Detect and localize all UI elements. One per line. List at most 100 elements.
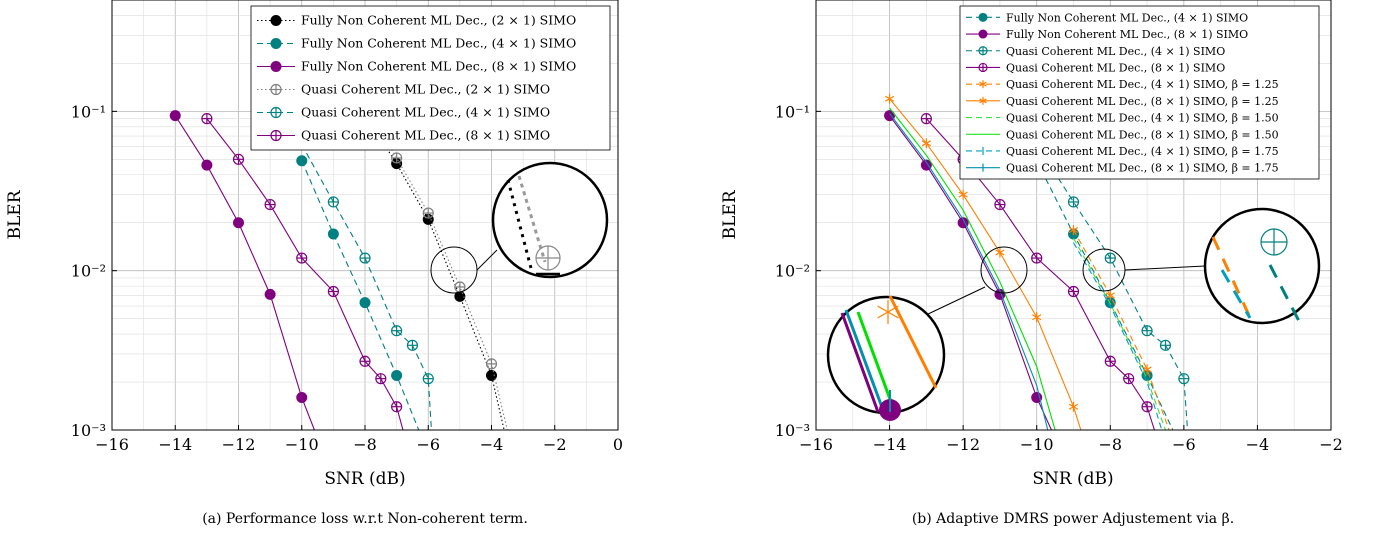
chart-b-zoom-series-line xyxy=(840,312,880,413)
chart-b-series-3-point xyxy=(1067,285,1080,298)
chart-a-series-5-point xyxy=(391,401,403,413)
chart-a-ytick-label: 10⁻¹ xyxy=(71,102,106,121)
chart-b-series-5-point xyxy=(1068,401,1079,412)
chart-a-series-4-point xyxy=(422,373,434,385)
chart-b-zoom-series-line xyxy=(1211,236,1255,325)
chart-b-legend-marker xyxy=(979,80,987,89)
chart-a-series-3-point xyxy=(485,358,498,370)
chart-a-legend-label: Fully Non Coherent ML Dec., (8 × 1) SIMO xyxy=(301,59,576,74)
chart-b-zoom-series-line xyxy=(888,295,938,389)
chart-b-zoom-right-lens xyxy=(1203,207,1321,325)
chart-b-series-3-point xyxy=(920,113,932,125)
chart-b-xtick-label: −14 xyxy=(873,435,907,454)
chart-b-series-9-line xyxy=(889,113,1049,430)
chart-a-xtick-label: −2 xyxy=(543,435,567,454)
chart-a-legend-label: Quasi Coherent ML Dec., (2 × 1) SIMO xyxy=(301,82,550,97)
chart-b-series-3-point xyxy=(1123,373,1135,385)
chart-b-zoom-right xyxy=(1082,207,1321,325)
chart-a-series-5-point xyxy=(359,355,371,367)
chart-a-zoom-lens xyxy=(491,161,609,279)
chart-b-series-6-line xyxy=(1073,237,1166,430)
chart-b-axes-frame xyxy=(815,0,1332,431)
chart-a-ticks: −16 −14 −12 −10 −8 −6 −4 −2 0 10⁻¹ 10⁻² 10⁻³ xyxy=(71,102,623,454)
chart-a-series-0-line xyxy=(364,114,505,430)
chart-a-legend-label: Fully Non Coherent ML Dec., (2 × 1) SIMO xyxy=(301,13,576,28)
chart-b-series-2-line xyxy=(1036,144,1189,430)
chart-a-ytick-label: 10⁻³ xyxy=(71,421,106,440)
chart-a-xtick-label: −12 xyxy=(222,435,256,454)
chart-b-legend-label: Quasi Coherent ML Dec., (4 × 1) SIMO, β … xyxy=(1006,78,1279,91)
chart-b-legend-label: Quasi Coherent ML Dec., (8 × 1) SIMO, β … xyxy=(1006,95,1279,108)
chart-b-series-3-point xyxy=(1141,401,1153,413)
chart-b-series-1-line xyxy=(889,115,1052,430)
chart-a-zoom-connector xyxy=(476,249,498,271)
chart-a-legend: Fully Non Coherent ML Dec., (2 × 1) SIMO… xyxy=(250,5,611,151)
chart-a-legend-marker xyxy=(270,83,282,96)
chart-a-series-4-point xyxy=(391,325,403,337)
chart-b: −16 −14 −12 −10 −8 −6 −4 −2 10⁻¹ 10⁻² 10⁻³ SNR (dB… xyxy=(720,0,1343,527)
chart-b-legend-marker xyxy=(978,62,988,73)
chart-a-zoom xyxy=(430,161,609,294)
chart-b-legend: Fully Non Coherent ML Dec., (4 × 1) SIMO… xyxy=(959,5,1320,180)
chart-a-legend-label: Quasi Coherent ML Dec., (4 × 1) SIMO xyxy=(301,105,550,120)
chart-b-ytick-label: 10⁻³ xyxy=(775,421,810,440)
chart-a-series-5-point xyxy=(264,198,276,211)
chart-b-series-5-point xyxy=(884,93,895,104)
chart-b-series-2-point xyxy=(1159,339,1172,351)
chart-b-series-5-point xyxy=(958,189,968,200)
chart-b-series-3-point xyxy=(1104,355,1116,367)
chart-b-zoom-right-connector xyxy=(1124,265,1206,271)
chart-b-legend-label: Quasi Coherent ML Dec., (8 × 1) SIMO xyxy=(1006,61,1225,74)
chart-a-xtick-label: −16 xyxy=(95,435,129,454)
chart-b-series-3-point xyxy=(994,198,1006,211)
chart-a-series-2-point xyxy=(233,217,244,229)
chart-a-series-0-point xyxy=(486,369,497,381)
chart-b-xtick-label: −4 xyxy=(1246,435,1270,454)
chart-a-series-2-line xyxy=(174,115,315,430)
chart-b-series-2-point xyxy=(1067,196,1080,208)
chart-a-series-5-point xyxy=(201,113,213,125)
chart-b-legend-marker xyxy=(978,29,988,39)
chart-b-series-4-point xyxy=(1105,290,1115,301)
chart-a-xtick-label: −10 xyxy=(285,435,319,454)
chart-a-series-2-point xyxy=(201,159,213,171)
chart-b-series-2-point xyxy=(1104,252,1116,264)
chart-b-legend-marker xyxy=(978,12,988,22)
chart-a-series-1-point xyxy=(391,369,403,381)
chart-b-xtick-label: −2 xyxy=(1319,435,1343,454)
chart-b-xtick-label: −16 xyxy=(799,435,833,454)
chart-b-legend-marker xyxy=(979,96,987,105)
chart-a-xlabel: SNR (dB) xyxy=(324,469,405,489)
chart-a-legend-box xyxy=(250,5,611,151)
chart-a-caption: (a) Performance loss w.r.t Non-coherent … xyxy=(202,511,528,527)
chart-b-zoom-left xyxy=(826,246,1028,421)
chart-a-legend-marker xyxy=(270,61,282,72)
chart-b-ytick-label: 10⁻² xyxy=(775,262,810,281)
chart-b-zoom-marker xyxy=(1260,228,1288,256)
chart-a-series-3-point xyxy=(391,152,403,164)
chart-a-series-3-point xyxy=(422,207,434,219)
chart-b-zoom-series-line xyxy=(844,309,885,411)
chart-b-ticks: −16 −14 −12 −10 −8 −6 −4 −2 10⁻¹ 10⁻² 10⁻³ xyxy=(775,102,1343,454)
chart-b-legend-label: Quasi Coherent ML Dec., (4 × 1) SIMO, β … xyxy=(1006,145,1279,158)
chart-b-series-8-line xyxy=(1073,242,1163,430)
chart-a-series-1-point xyxy=(296,155,308,167)
chart-b-zoom-insets xyxy=(826,207,1321,421)
chart-a-series-5-point xyxy=(296,252,308,264)
chart-b-zoom-series-line xyxy=(1220,269,1252,319)
chart-b-legend-label: Quasi Coherent ML Dec., (8 × 1) SIMO, β … xyxy=(1006,162,1279,175)
chart-a-legend-label: Fully Non Coherent ML Dec., (4 × 1) SIMO xyxy=(301,36,576,51)
chart-a-xtick-label: −14 xyxy=(158,435,192,454)
chart-a-xtick-label: −8 xyxy=(353,435,377,454)
chart-a-zoom-series-line xyxy=(517,175,547,263)
chart-a-series-1-point xyxy=(327,228,339,240)
chart-b-zoom-left-source xyxy=(980,246,1028,294)
chart-b-series-1-point xyxy=(920,159,932,171)
chart-a-ytick-label: 10⁻² xyxy=(71,262,106,281)
chart-b-series-5-point xyxy=(1032,312,1042,323)
chart-b-zoom-left-connector xyxy=(925,286,986,316)
chart-b-legend-label: Fully Non Coherent ML Dec., (4 × 1) SIMO xyxy=(1006,11,1248,24)
chart-b-caption: (b) Adaptive DMRS power Adjustement via … xyxy=(912,511,1234,527)
chart-a-series-5-point xyxy=(327,285,339,298)
